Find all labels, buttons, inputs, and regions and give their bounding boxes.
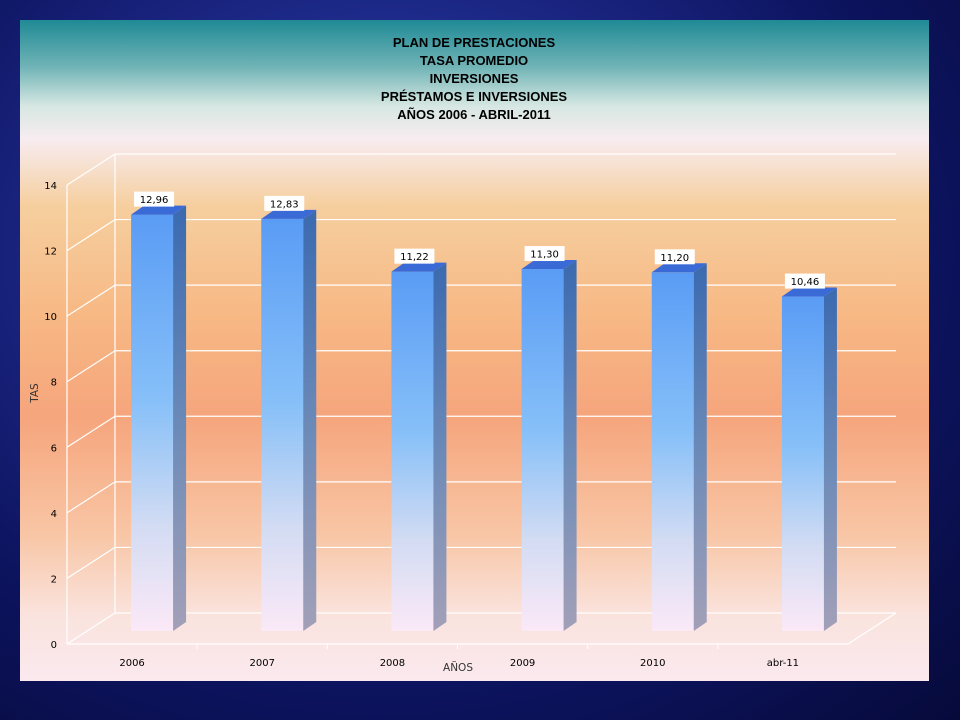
x-tick-label: 2007 bbox=[250, 658, 275, 669]
bar-front bbox=[652, 272, 694, 631]
data-label: 10,46 bbox=[785, 274, 825, 289]
data-label: 12,96 bbox=[134, 192, 174, 207]
wall-gridline bbox=[67, 613, 115, 644]
slide-frame: PLAN DE PRESTACIONES TASA PROMEDIO INVER… bbox=[20, 20, 929, 681]
data-labels: 12,96 12,83 11,22 11,30 11,20 10,46 bbox=[134, 192, 825, 289]
data-label-text: 11,20 bbox=[660, 253, 689, 264]
bar-front bbox=[522, 269, 564, 631]
wall-gridline bbox=[67, 547, 115, 578]
bar bbox=[782, 288, 837, 631]
bar bbox=[391, 263, 446, 631]
data-label-text: 12,96 bbox=[140, 195, 169, 206]
x-tick-label: 2006 bbox=[119, 658, 144, 669]
title-line-3: INVERSIONES bbox=[430, 71, 519, 86]
wall-gridline bbox=[67, 482, 115, 513]
data-label-text: 12,83 bbox=[270, 199, 299, 210]
wall-gridline bbox=[67, 285, 115, 316]
floor-edge bbox=[848, 613, 896, 644]
bar-side bbox=[433, 263, 446, 631]
wall-gridline bbox=[67, 220, 115, 251]
data-label-text: 10,46 bbox=[791, 277, 820, 288]
gridlines bbox=[67, 154, 896, 644]
bar-front bbox=[782, 297, 824, 631]
bar-side bbox=[694, 263, 707, 631]
y-tick-label: 0 bbox=[51, 640, 57, 651]
wall-gridline bbox=[67, 351, 115, 382]
bar bbox=[652, 263, 707, 631]
x-axis-title: AÑOS bbox=[443, 661, 473, 674]
y-tick-label: 10 bbox=[44, 312, 57, 323]
axes bbox=[67, 154, 896, 649]
y-tick-label: 2 bbox=[51, 574, 57, 585]
title-line-1: PLAN DE PRESTACIONES bbox=[393, 35, 556, 50]
bar-chart: PLAN DE PRESTACIONES TASA PROMEDIO INVER… bbox=[20, 20, 929, 681]
y-tick-labels: 0 2 4 6 8 10 12 14 bbox=[44, 181, 57, 651]
bars bbox=[131, 206, 837, 631]
data-label: 11,20 bbox=[655, 249, 695, 264]
x-tick-label: 2009 bbox=[510, 658, 535, 669]
bar-front bbox=[261, 219, 303, 631]
data-label: 11,30 bbox=[525, 246, 565, 261]
wall-gridline bbox=[67, 416, 115, 447]
data-label: 11,22 bbox=[394, 249, 434, 264]
bar bbox=[261, 210, 316, 631]
y-tick-label: 14 bbox=[44, 181, 57, 192]
x-tick-label: 2008 bbox=[380, 658, 405, 669]
bar-front bbox=[391, 272, 433, 631]
bar-side bbox=[564, 260, 577, 631]
bar bbox=[131, 206, 186, 631]
data-label-text: 11,22 bbox=[400, 252, 429, 263]
chart-title: PLAN DE PRESTACIONES TASA PROMEDIO INVER… bbox=[381, 35, 567, 122]
title-line-2: TASA PROMEDIO bbox=[420, 53, 528, 68]
title-line-5: AÑOS 2006 - ABRIL-2011 bbox=[397, 107, 550, 122]
bar bbox=[522, 260, 577, 631]
bar-side bbox=[303, 210, 316, 631]
y-tick-label: 8 bbox=[51, 378, 57, 389]
y-tick-label: 6 bbox=[51, 443, 57, 454]
bar-side bbox=[824, 288, 837, 631]
y-tick-label: 12 bbox=[44, 247, 57, 258]
bar-front bbox=[131, 215, 173, 631]
title-line-4: PRÉSTAMOS E INVERSIONES bbox=[381, 89, 567, 104]
x-tick-label: abr-11 bbox=[767, 658, 799, 669]
y-axis-title: TAS bbox=[29, 383, 41, 404]
bar-side bbox=[173, 206, 186, 631]
data-label-text: 11,30 bbox=[530, 250, 559, 261]
x-tick-label: 2010 bbox=[640, 658, 665, 669]
data-label: 12,83 bbox=[264, 196, 304, 211]
y-tick-label: 4 bbox=[51, 509, 57, 520]
wall-gridline bbox=[67, 154, 115, 185]
